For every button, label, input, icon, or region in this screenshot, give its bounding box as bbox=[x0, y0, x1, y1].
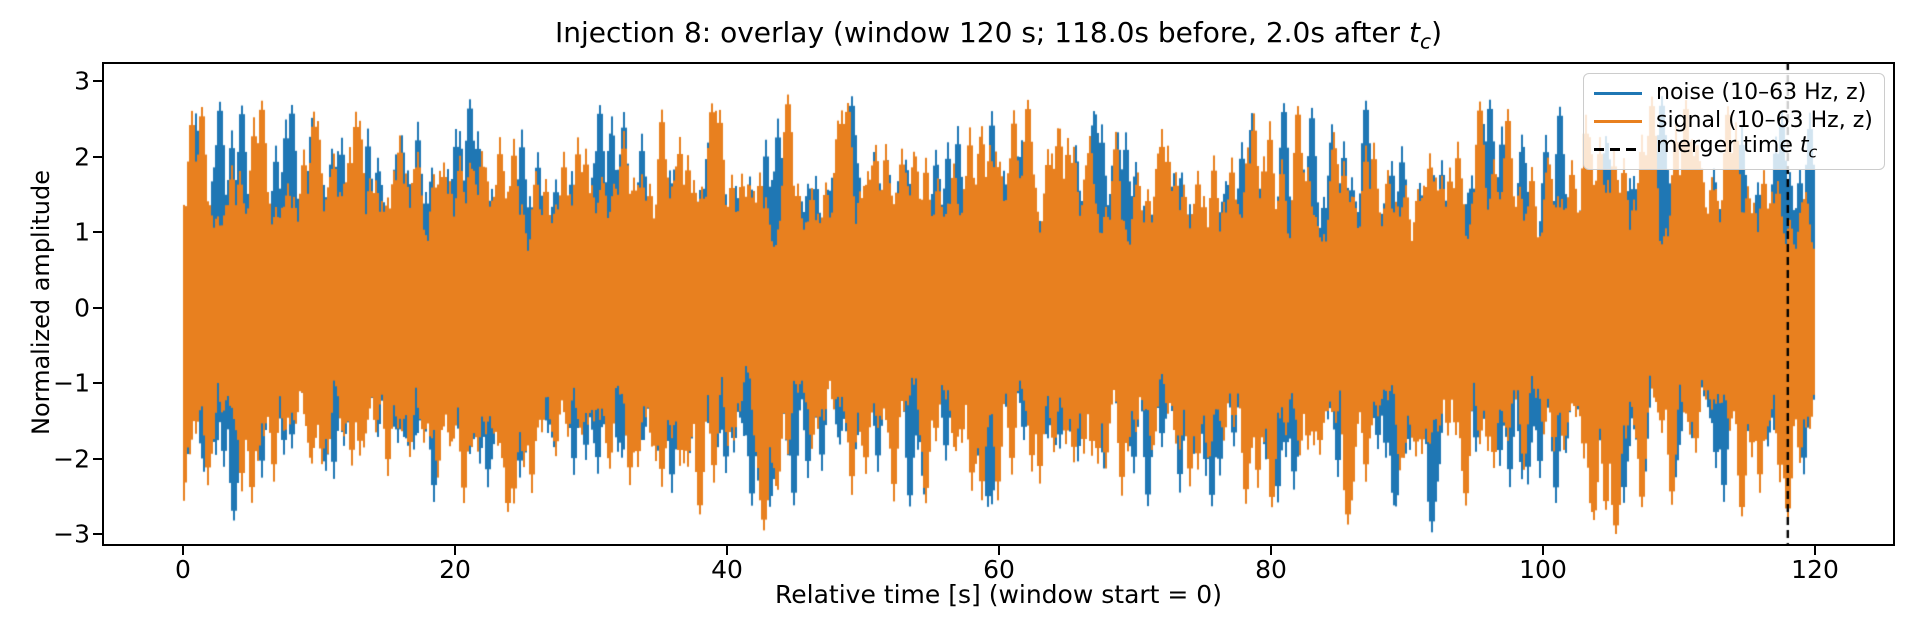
y-tick-label: 3 bbox=[74, 66, 90, 96]
legend: noise (10–63 Hz, z) signal (10–63 Hz, z)… bbox=[1583, 73, 1885, 170]
x-tick-label: 120 bbox=[1791, 555, 1839, 584]
x-tick-mark bbox=[998, 546, 1000, 555]
legend-label-signal: signal (10–63 Hz, z) bbox=[1656, 108, 1873, 133]
x-tick-mark bbox=[182, 546, 184, 555]
legend-entry-merger-time: merger time tc bbox=[1594, 133, 1872, 164]
y-tick-label: −2 bbox=[53, 444, 90, 473]
x-tick-label: 80 bbox=[1255, 555, 1287, 584]
y-tick-mark bbox=[93, 457, 102, 460]
x-tick-label: 0 bbox=[175, 555, 191, 584]
x-tick-mark bbox=[1814, 546, 1816, 555]
y-tick-mark bbox=[93, 306, 102, 309]
legend-entry-noise: noise (10–63 Hz, z) bbox=[1594, 79, 1872, 107]
chart-title-suffix: ) bbox=[1431, 16, 1442, 49]
y-tick-mark bbox=[93, 231, 102, 233]
legend-label-noise: noise (10–63 Hz, z) bbox=[1656, 80, 1867, 105]
y-tick-label: 2 bbox=[74, 142, 90, 171]
x-tick-label: 100 bbox=[1519, 555, 1567, 584]
y-tick-mark bbox=[93, 155, 102, 158]
chart-title-var-sub: c bbox=[1419, 29, 1432, 54]
legend-line-sample-merger-dashed bbox=[1594, 148, 1642, 151]
x-tick-label: 60 bbox=[983, 555, 1015, 584]
y-tick-label: 1 bbox=[74, 217, 90, 247]
x-tick-mark bbox=[1542, 546, 1544, 555]
y-tick-mark bbox=[93, 80, 102, 82]
x-axis-label: Relative time [s] (window start = 0) bbox=[775, 580, 1222, 609]
x-tick-mark bbox=[454, 546, 456, 555]
y-tick-mark bbox=[93, 533, 102, 535]
legend-line-sample-signal bbox=[1594, 119, 1642, 123]
x-tick-mark bbox=[1270, 546, 1272, 555]
y-tick-label: −3 bbox=[53, 519, 90, 549]
chart-title-var: t bbox=[1408, 16, 1420, 49]
y-tick-mark bbox=[93, 382, 102, 384]
x-tick-label: 20 bbox=[439, 555, 471, 584]
y-tick-label: −1 bbox=[53, 368, 90, 398]
legend-line-sample-noise bbox=[1594, 91, 1642, 95]
x-tick-label: 40 bbox=[711, 555, 743, 584]
x-tick-mark bbox=[726, 546, 728, 555]
y-tick-label: 0 bbox=[74, 293, 90, 322]
legend-entry-signal: signal (10–63 Hz, z) bbox=[1594, 107, 1873, 135]
legend-label-merger-time: merger time tc bbox=[1656, 133, 1818, 162]
chart-title: Injection 8: overlay (window 120 s; 118.… bbox=[102, 16, 1895, 59]
chart-title-text: Injection 8: overlay (window 120 s; 118.… bbox=[555, 16, 1409, 49]
